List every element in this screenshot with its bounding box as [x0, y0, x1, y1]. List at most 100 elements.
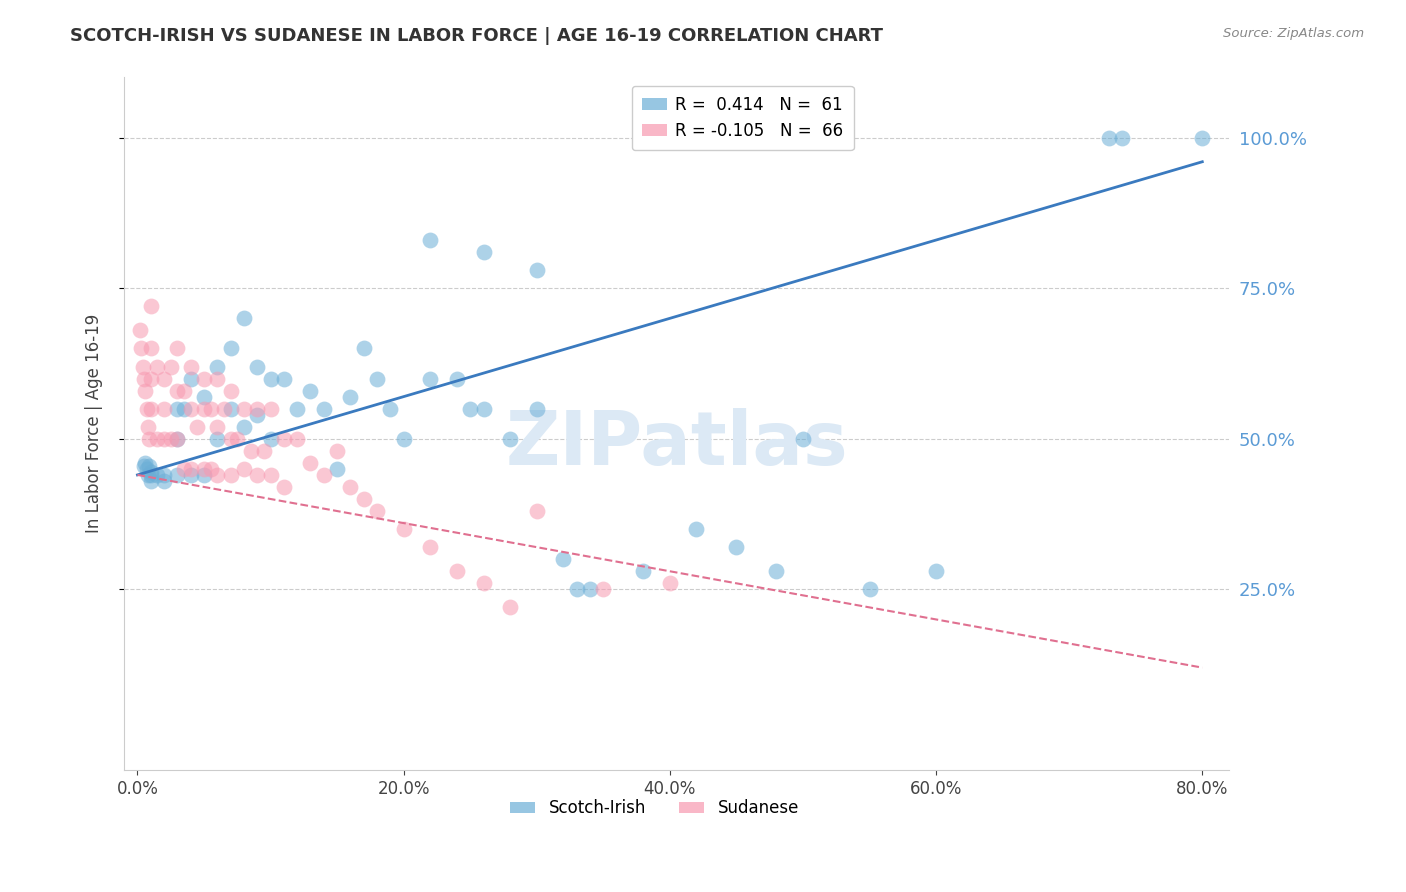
Point [232, 311, 254, 326]
Point [299, 456, 322, 470]
Point [193, 390, 215, 404]
Text: ZIPatlas: ZIPatlas [505, 408, 848, 481]
Point [180, 359, 202, 374]
Point [173, 384, 195, 398]
Point [193, 462, 215, 476]
Point [131, 342, 153, 356]
Point [153, 467, 176, 482]
Point [186, 419, 208, 434]
Point [138, 432, 160, 446]
Point [633, 564, 655, 578]
Point [166, 432, 188, 446]
Point [526, 263, 548, 277]
Point [135, 462, 157, 476]
Point [212, 401, 235, 416]
Point [219, 401, 242, 416]
Point [339, 390, 361, 404]
Point [299, 384, 322, 398]
Point [273, 480, 295, 494]
Point [339, 480, 361, 494]
Point [146, 432, 169, 446]
Point [499, 432, 522, 446]
Point [419, 371, 441, 385]
Point [285, 432, 308, 446]
Point [353, 342, 375, 356]
Point [366, 371, 388, 385]
Point [173, 462, 195, 476]
Point [139, 299, 162, 313]
Point [132, 371, 155, 385]
Point [139, 401, 162, 416]
Text: SCOTCH-IRISH VS SUDANESE IN LABOR FORCE | AGE 16-19 CORRELATION CHART: SCOTCH-IRISH VS SUDANESE IN LABOR FORCE … [70, 27, 883, 45]
Point [146, 359, 169, 374]
Point [193, 401, 215, 416]
Point [526, 401, 548, 416]
Point [858, 582, 880, 597]
Point [232, 462, 254, 476]
Point [273, 371, 295, 385]
Point [132, 359, 155, 374]
Point [207, 467, 229, 482]
Point [472, 576, 495, 591]
Point [193, 371, 215, 385]
Point [259, 401, 281, 416]
Point [392, 522, 415, 536]
Point [180, 401, 202, 416]
Point [246, 359, 269, 374]
Point [565, 582, 588, 597]
Point [312, 467, 335, 482]
Point [579, 582, 602, 597]
Point [792, 432, 814, 446]
Point [725, 540, 748, 554]
Point [139, 467, 162, 482]
Point [200, 462, 222, 476]
Point [259, 371, 281, 385]
Point [129, 323, 152, 337]
Point [232, 401, 254, 416]
Point [526, 504, 548, 518]
Point [180, 467, 202, 482]
Point [136, 467, 159, 482]
Point [246, 401, 269, 416]
Point [765, 564, 787, 578]
Point [139, 474, 162, 488]
Point [273, 432, 295, 446]
Point [159, 432, 181, 446]
Point [132, 458, 155, 473]
Point [207, 371, 229, 385]
Point [159, 359, 181, 374]
Point [239, 443, 262, 458]
Point [134, 384, 156, 398]
Point [153, 432, 176, 446]
Point [139, 465, 162, 479]
Point [685, 522, 707, 536]
Point [366, 504, 388, 518]
Point [1191, 130, 1213, 145]
Point [226, 432, 249, 446]
Point [458, 401, 481, 416]
Point [419, 540, 441, 554]
Legend: Scotch-Irish, Sudanese: Scotch-Irish, Sudanese [503, 793, 806, 824]
Point [353, 491, 375, 506]
Point [253, 443, 276, 458]
Point [166, 401, 188, 416]
Point [180, 462, 202, 476]
Point [219, 342, 242, 356]
Point [259, 432, 281, 446]
Point [138, 458, 160, 473]
Point [419, 233, 441, 247]
Point [134, 456, 156, 470]
Point [446, 371, 468, 385]
Point [246, 408, 269, 422]
Point [166, 384, 188, 398]
Point [312, 401, 335, 416]
Point [553, 552, 575, 566]
Point [219, 467, 242, 482]
Point [246, 467, 269, 482]
Point [219, 432, 242, 446]
Point [207, 432, 229, 446]
Point [173, 401, 195, 416]
Point [146, 467, 169, 482]
Point [166, 467, 188, 482]
Point [326, 443, 349, 458]
